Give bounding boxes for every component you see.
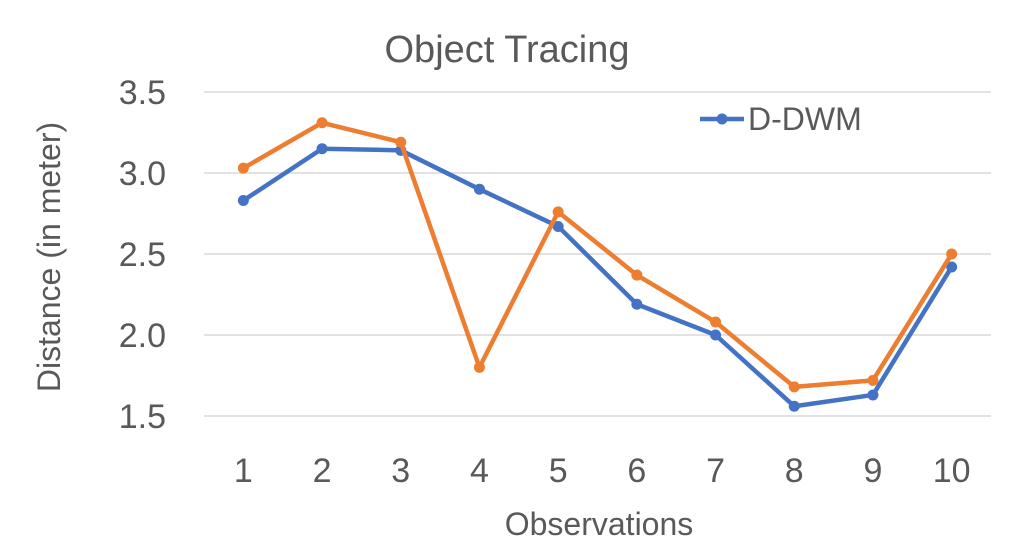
data-point [867,374,879,386]
data-point [316,143,328,155]
y-axis-title: Distance (in meter) [31,122,67,392]
x-tick-label: 6 [627,452,646,490]
x-tick-label: 10 [933,452,971,490]
data-point [552,220,564,232]
data-point [316,117,328,129]
data-point [946,248,958,260]
series-line [241,146,954,409]
x-axis-ticks: 1 2 3 4 5 6 7 8 9 10 [234,452,971,490]
data-point [237,195,249,207]
x-tick-label: 1 [234,452,253,490]
x-axis-title: Observations [505,506,694,542]
legend: D-DWM [700,101,862,137]
x-tick-label: 7 [706,452,725,490]
data-point [788,400,800,412]
data-point [395,136,407,148]
y-axis-ticks: 1.5 2.0 2.5 3.0 3.5 [119,74,166,436]
x-tick-label: 4 [470,452,489,490]
data-point [473,361,485,373]
data-point [631,269,643,281]
data-point [710,329,722,341]
data-point [631,298,643,310]
legend-marker [716,113,728,125]
y-tick-label: 3.5 [119,74,166,112]
x-tick-label: 3 [391,452,410,490]
series-2 [237,117,958,393]
series-line [241,120,954,390]
series-lines [237,117,958,412]
data-point [867,389,879,401]
legend-label: D-DWM [748,101,862,137]
y-tick-label: 3.0 [119,155,166,193]
chart-title: Object Tracing [385,29,630,71]
data-point [788,381,800,393]
x-tick-label: 5 [549,452,568,490]
data-point [710,316,722,328]
x-tick-label: 8 [785,452,804,490]
series-1 [237,143,958,412]
x-tick-label: 2 [313,452,332,490]
y-tick-label: 2.5 [119,236,166,274]
data-point [473,183,485,195]
data-point [552,206,564,218]
data-point [946,261,958,273]
x-tick-label: 9 [863,452,882,490]
gridlines [204,91,991,417]
y-tick-label: 1.5 [119,398,166,436]
y-tick-label: 2.0 [119,317,166,355]
data-point [237,162,249,174]
